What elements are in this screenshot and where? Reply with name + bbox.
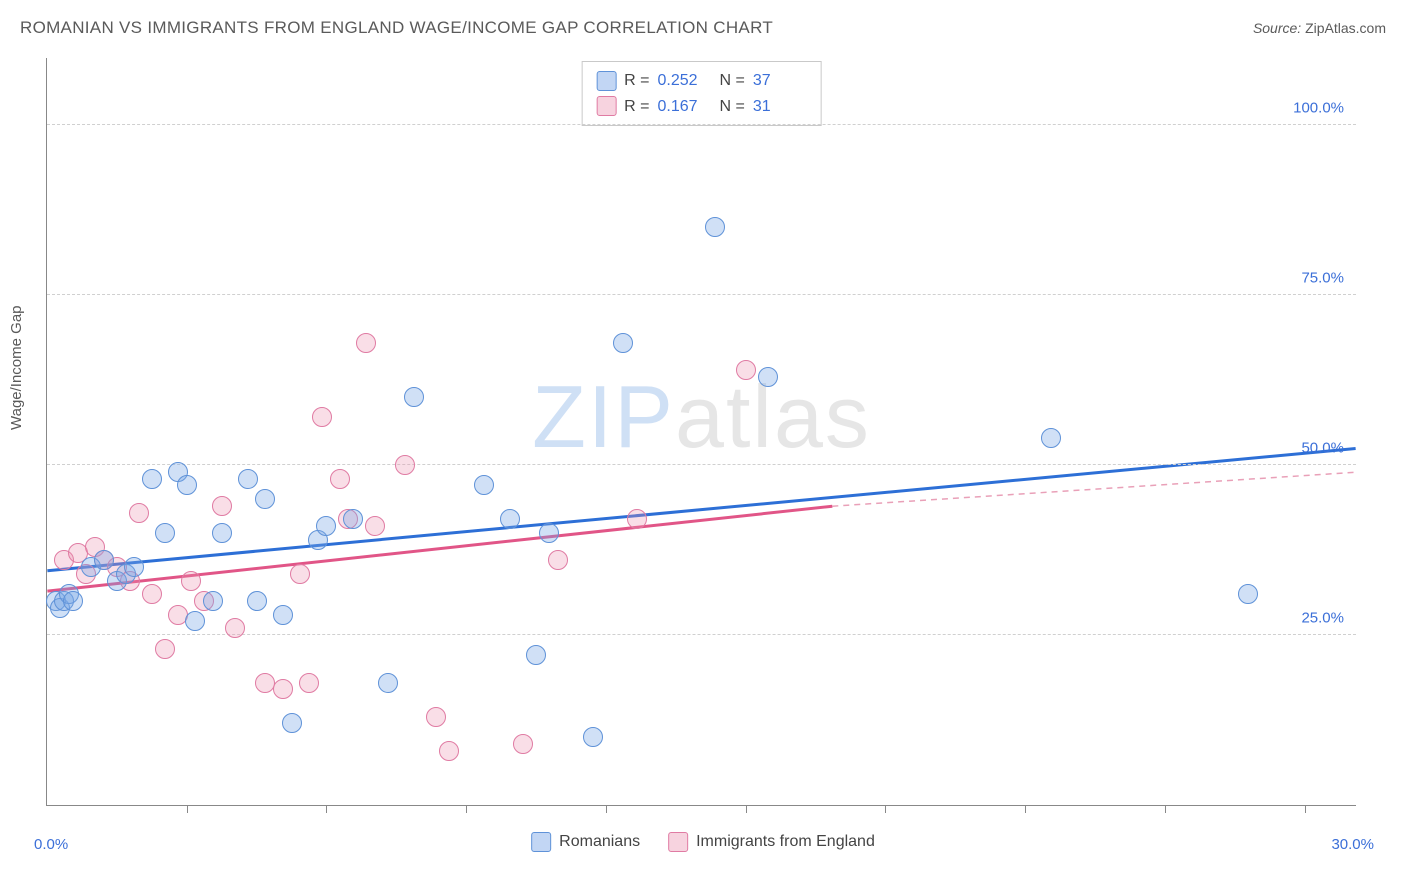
stat-r-label: R = bbox=[624, 68, 649, 94]
y-axis-label: Wage/Income Gap bbox=[8, 305, 25, 430]
data-point bbox=[365, 516, 385, 536]
data-point bbox=[63, 591, 83, 611]
x-tick bbox=[326, 805, 327, 813]
stats-swatch bbox=[596, 96, 616, 116]
data-point bbox=[273, 605, 293, 625]
data-point bbox=[212, 496, 232, 516]
stat-r-value: 0.167 bbox=[658, 94, 712, 120]
x-axis-min-label: 0.0% bbox=[34, 836, 68, 853]
data-point bbox=[247, 591, 267, 611]
y-tick-label: 100.0% bbox=[1293, 100, 1344, 117]
gridline bbox=[47, 294, 1356, 295]
stats-box: R = 0.252 N = 37 R = 0.167 N = 31 bbox=[581, 61, 822, 126]
x-tick bbox=[1165, 805, 1166, 813]
data-point bbox=[299, 673, 319, 693]
data-point bbox=[330, 469, 350, 489]
data-point bbox=[613, 333, 633, 353]
data-point bbox=[312, 407, 332, 427]
data-point bbox=[526, 645, 546, 665]
data-point bbox=[500, 509, 520, 529]
data-point bbox=[124, 557, 144, 577]
stat-n-value: 31 bbox=[753, 94, 807, 120]
stat-n-label: N = bbox=[720, 94, 745, 120]
data-point bbox=[548, 550, 568, 570]
data-point bbox=[203, 591, 223, 611]
data-point bbox=[758, 367, 778, 387]
source-label: Source: bbox=[1253, 20, 1301, 36]
data-point bbox=[290, 564, 310, 584]
gridline bbox=[47, 464, 1356, 465]
title-bar: ROMANIAN VS IMMIGRANTS FROM ENGLAND WAGE… bbox=[20, 18, 1386, 38]
data-point bbox=[513, 734, 533, 754]
data-point bbox=[282, 713, 302, 733]
stats-row: R = 0.167 N = 31 bbox=[596, 94, 807, 120]
data-point bbox=[155, 523, 175, 543]
data-point bbox=[316, 516, 336, 536]
trend-lines bbox=[47, 58, 1356, 805]
stats-swatch bbox=[596, 71, 616, 91]
data-point bbox=[1041, 428, 1061, 448]
legend-item-a: Romanians bbox=[531, 832, 640, 852]
data-point bbox=[238, 469, 258, 489]
stat-r-label: R = bbox=[624, 94, 649, 120]
legend-swatch-a bbox=[531, 832, 551, 852]
chart-title: ROMANIAN VS IMMIGRANTS FROM ENGLAND WAGE… bbox=[20, 18, 773, 38]
x-tick bbox=[885, 805, 886, 813]
data-point bbox=[142, 584, 162, 604]
data-point bbox=[129, 503, 149, 523]
data-point bbox=[439, 741, 459, 761]
data-point bbox=[177, 475, 197, 495]
x-tick bbox=[1305, 805, 1306, 813]
source: Source: ZipAtlas.com bbox=[1253, 20, 1386, 36]
data-point bbox=[155, 639, 175, 659]
x-tick bbox=[187, 805, 188, 813]
legend-label-b: Immigrants from England bbox=[696, 833, 875, 851]
stats-row: R = 0.252 N = 37 bbox=[596, 68, 807, 94]
data-point bbox=[181, 571, 201, 591]
data-point bbox=[1238, 584, 1258, 604]
trend-line bbox=[47, 506, 832, 591]
bottom-legend: Romanians Immigrants from England bbox=[531, 832, 875, 852]
legend-swatch-b bbox=[668, 832, 688, 852]
data-point bbox=[343, 509, 363, 529]
data-point bbox=[273, 679, 293, 699]
data-point bbox=[539, 523, 559, 543]
x-tick bbox=[466, 805, 467, 813]
data-point bbox=[378, 673, 398, 693]
data-point bbox=[395, 455, 415, 475]
legend-label-a: Romanians bbox=[559, 833, 640, 851]
stat-n-label: N = bbox=[720, 68, 745, 94]
trend-line bbox=[47, 448, 1355, 570]
data-point bbox=[356, 333, 376, 353]
gridline bbox=[47, 124, 1356, 125]
data-point bbox=[705, 217, 725, 237]
source-value: ZipAtlas.com bbox=[1305, 20, 1386, 36]
data-point bbox=[404, 387, 424, 407]
x-axis-max-label: 30.0% bbox=[1331, 836, 1374, 853]
data-point bbox=[255, 489, 275, 509]
y-tick-label: 50.0% bbox=[1301, 440, 1344, 457]
stat-n-value: 37 bbox=[753, 68, 807, 94]
data-point bbox=[225, 618, 245, 638]
y-tick-label: 25.0% bbox=[1301, 610, 1344, 627]
x-tick bbox=[746, 805, 747, 813]
data-point bbox=[474, 475, 494, 495]
gridline bbox=[47, 634, 1356, 635]
y-tick-label: 75.0% bbox=[1301, 270, 1344, 287]
plot-area: ZIPatlas R =0.252N =37R =0.167N =31 25.0… bbox=[46, 58, 1356, 806]
data-point bbox=[426, 707, 446, 727]
data-point bbox=[212, 523, 232, 543]
stat-r-value: 0.252 bbox=[658, 68, 712, 94]
legend-item-b: Immigrants from England bbox=[668, 832, 875, 852]
data-point bbox=[736, 360, 756, 380]
x-tick bbox=[1025, 805, 1026, 813]
x-tick bbox=[606, 805, 607, 813]
data-point bbox=[627, 509, 647, 529]
data-point bbox=[94, 550, 114, 570]
data-point bbox=[185, 611, 205, 631]
data-point bbox=[142, 469, 162, 489]
data-point bbox=[583, 727, 603, 747]
